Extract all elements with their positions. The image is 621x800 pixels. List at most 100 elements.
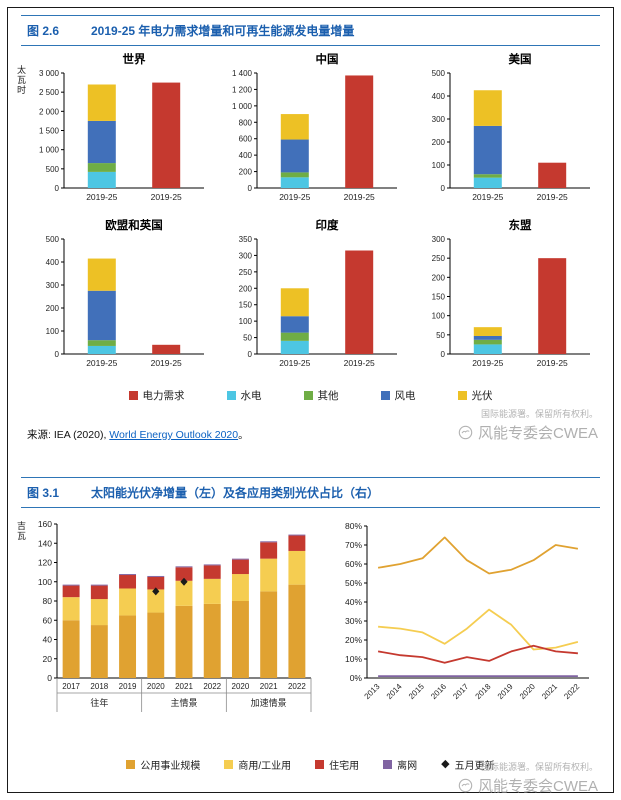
legend-swatch-square-icon xyxy=(126,760,136,769)
svg-text:140: 140 xyxy=(38,538,52,548)
svg-text:2019-25: 2019-25 xyxy=(343,192,374,202)
svg-text:2019-25: 2019-25 xyxy=(472,192,503,202)
cwea-watermark-text: 风能专委会CWEA xyxy=(477,778,598,795)
legend-swatch-square-icon xyxy=(128,391,138,400)
svg-text:2019-25: 2019-25 xyxy=(279,358,310,368)
svg-text:2022: 2022 xyxy=(562,682,581,701)
svg-text:200: 200 xyxy=(238,284,252,293)
svg-text:500: 500 xyxy=(431,69,445,78)
chart-world: 世界 0 500 1 000 1 500 2 000 2 500 3 000 2019-25 20… xyxy=(24,52,212,204)
iea-watermark-bottom: 国际能源署。保留所有权利。 风能专委会CWEA xyxy=(458,760,598,796)
svg-text:印度: 印度 xyxy=(315,218,338,232)
svg-text:2017: 2017 xyxy=(451,682,470,701)
svg-text:2019-25: 2019-25 xyxy=(536,192,567,202)
eu-uk-chart-svg: 欧盟和英国 0 100 200 300 400 500 2019-25 2019-25 xyxy=(45,218,204,368)
figure-2-6-header: 图 2.6 2019-25 年电力需求增量和可再生能源发电量增量 xyxy=(21,15,600,46)
svg-text:300: 300 xyxy=(238,251,252,260)
svg-text:2016: 2016 xyxy=(429,682,448,701)
legend-label: 其他 xyxy=(317,390,339,402)
svg-text:20: 20 xyxy=(43,654,53,664)
svg-text:美国: 美国 xyxy=(508,52,531,66)
svg-text:0: 0 xyxy=(440,184,445,193)
chart-asean: 东盟 0 50 100 150 200 250 300 2019-25 2019-25 xyxy=(410,218,598,370)
svg-text:0%: 0% xyxy=(350,673,363,683)
svg-text:0: 0 xyxy=(54,350,59,359)
svg-text:2020: 2020 xyxy=(518,682,537,701)
pv-share-chart-svg: 0%10%20%30%40%50%60%70%80%2013 2014 2015 20… xyxy=(345,521,589,701)
figure-3-1: 图 3.1 太阳能光伏净增量（左）及各应用类别光伏占比（右） 吉瓦 0 20 40 6… xyxy=(16,477,600,796)
svg-text:3 000: 3 000 xyxy=(38,69,59,78)
legend-item: 离网 xyxy=(383,757,417,772)
world-chart-svg: 世界 0 500 1 000 1 500 2 000 2 500 3 000 2019-25 20… xyxy=(38,52,204,202)
source-citation: 来源: IEA (2020), World Energy Outlook 202… xyxy=(21,427,600,442)
svg-text:300: 300 xyxy=(431,235,445,244)
svg-text:2022: 2022 xyxy=(203,682,221,691)
chart-india: 印度 0 50 100 150 200 250 300 350 2019-25 2019-25 xyxy=(217,218,405,370)
svg-text:2020: 2020 xyxy=(147,682,165,691)
svg-text:0: 0 xyxy=(247,184,252,193)
svg-text:250: 250 xyxy=(238,268,252,277)
cwea-logo-icon xyxy=(458,778,473,793)
legend-swatch-square-icon xyxy=(457,391,467,400)
legend-label: 住宅用 xyxy=(329,761,360,772)
chart-china: 中国 0 200 400 600 800 1 000 1 200 1 400 2019-25 201… xyxy=(217,52,405,204)
chart-usa: 美国 0 100 200 300 400 500 2019-25 2019-25 xyxy=(410,52,598,204)
svg-text:2019-25: 2019-25 xyxy=(150,358,181,368)
svg-text:1 000: 1 000 xyxy=(38,146,59,155)
svg-text:200: 200 xyxy=(431,273,445,282)
svg-text:70%: 70% xyxy=(345,540,362,550)
legend-swatch-square-icon xyxy=(224,760,234,769)
svg-text:0: 0 xyxy=(247,350,252,359)
svg-text:2021: 2021 xyxy=(540,682,559,701)
source-link[interactable]: World Energy Outlook 2020 xyxy=(109,429,239,441)
svg-text:中国: 中国 xyxy=(315,52,338,66)
svg-text:1 000: 1 000 xyxy=(231,102,252,111)
svg-text:400: 400 xyxy=(431,92,445,101)
pv-additions-chart-svg: 0 20 40 60 80 100 120 140 160 2017 2018 2019 2020 202… xyxy=(38,519,312,712)
legend-swatch-square-icon xyxy=(380,391,390,400)
svg-text:10%: 10% xyxy=(345,654,362,664)
svg-text:800: 800 xyxy=(238,118,252,127)
svg-text:世界: 世界 xyxy=(122,52,145,66)
chart-pv-share-by-application: 0% 10% 20% 30% 40% 50% 60% 70% 80% 2013 2014 2015 20… xyxy=(327,516,599,735)
svg-text:200: 200 xyxy=(238,168,252,177)
figure-2-6-legend: 电力需求 水电 其他 风电 光伏 xyxy=(21,388,600,403)
svg-text:400: 400 xyxy=(238,151,252,160)
svg-text:2019: 2019 xyxy=(496,682,515,701)
figure-3-1-tag: 图 3.1 xyxy=(27,486,60,500)
svg-text:40%: 40% xyxy=(345,597,362,607)
pv-charts-row: 0 20 40 60 80 100 120 140 160 2017 2018 2019 2020 202… xyxy=(21,516,600,735)
svg-text:80: 80 xyxy=(43,596,53,606)
svg-text:100: 100 xyxy=(431,312,445,321)
legend-item: 光伏 xyxy=(457,388,493,403)
svg-text:100: 100 xyxy=(431,161,445,170)
svg-text:350: 350 xyxy=(238,235,252,244)
svg-text:主情景: 主情景 xyxy=(170,697,197,708)
svg-text:2020: 2020 xyxy=(232,682,250,691)
svg-text:2018: 2018 xyxy=(90,682,108,691)
svg-text:20%: 20% xyxy=(345,635,362,645)
svg-text:2017: 2017 xyxy=(62,682,80,691)
svg-text:600: 600 xyxy=(238,135,252,144)
svg-text:2019-25: 2019-25 xyxy=(472,358,503,368)
svg-text:1 200: 1 200 xyxy=(231,85,252,94)
legend-label: 五月更新 xyxy=(454,761,495,772)
legend-label: 光伏 xyxy=(471,390,493,402)
legend-label: 风电 xyxy=(394,390,416,402)
svg-text:300: 300 xyxy=(431,115,445,124)
legend-swatch-square-icon xyxy=(383,760,393,769)
figure-3-1-legend: 公用事业规模 商用/工业用 住宅用 离网 ◆ 五月更新 xyxy=(21,757,600,772)
cwea-watermark: 风能专委会CWEA xyxy=(458,775,598,796)
legend-item: 住宅用 xyxy=(315,757,359,772)
source-prefix: 来源: IEA (2020), xyxy=(27,429,110,441)
svg-text:2 000: 2 000 xyxy=(38,107,59,116)
svg-text:50: 50 xyxy=(243,334,252,343)
cwea-watermark-text: 风能专委会CWEA xyxy=(477,425,598,442)
figure-3-1-title: 太阳能光伏净增量（左）及各应用类别光伏占比（右） xyxy=(91,486,380,500)
svg-text:2019-25: 2019-25 xyxy=(279,192,310,202)
svg-text:1 400: 1 400 xyxy=(231,69,252,78)
svg-text:2021: 2021 xyxy=(175,682,193,691)
legend-label: 商用/工业用 xyxy=(238,761,292,772)
legend-item: ◆ 五月更新 xyxy=(441,757,495,773)
